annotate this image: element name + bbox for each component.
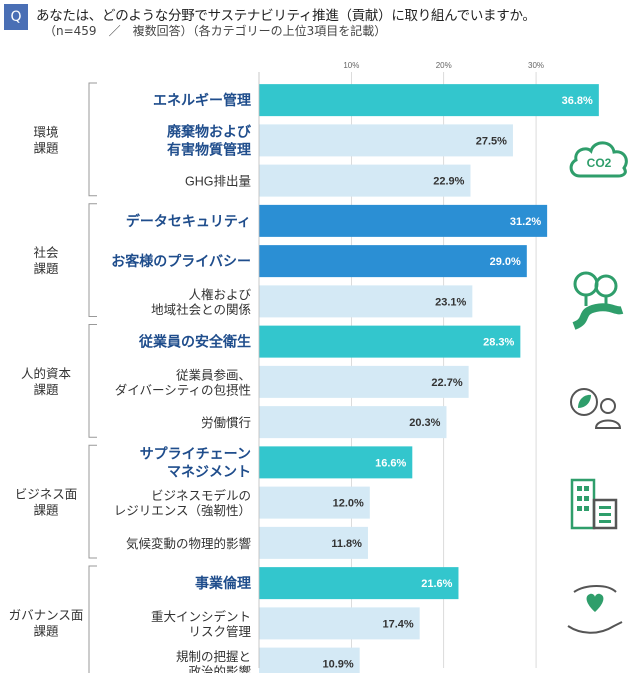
leaf-person-icon [570, 388, 622, 429]
group-bracket [88, 324, 97, 438]
bar-value-label: 16.6% [375, 457, 406, 469]
bar-value-label: 36.8% [562, 95, 593, 107]
bar [259, 647, 360, 673]
bar-value-label: 11.8% [331, 538, 362, 550]
bar-value-label: 17.4% [382, 618, 413, 630]
category-label: 事業倫理 [195, 575, 251, 591]
bar-value-label: 21.6% [421, 578, 452, 590]
category-label: 規制の把握と政治的影響 [176, 649, 251, 673]
group-bracket [88, 82, 97, 197]
bar [259, 607, 420, 640]
bar [259, 245, 527, 278]
category-label: 重大インシデントリスク管理 [151, 609, 252, 639]
category-label: GHG排出量 [185, 175, 251, 189]
bar [259, 446, 413, 479]
bar [259, 567, 459, 600]
bar-value-label: 22.9% [433, 176, 464, 188]
category-label: 気候変動の物理的影響 [126, 536, 251, 551]
category-label: 労働慣行 [201, 415, 251, 430]
group-bracket [88, 565, 97, 673]
bar [259, 204, 548, 237]
group-bracket [88, 444, 97, 559]
bar-value-label: 27.5% [476, 135, 507, 147]
group-label: 社会課題 [33, 245, 59, 276]
category-label: 従業員参画、ダイバーシティの包摂性 [115, 367, 251, 397]
bar-value-label: 22.7% [431, 377, 462, 389]
co2-cloud-icon: CO2 [569, 141, 628, 178]
group-label: ビジネス面課題 [15, 488, 78, 518]
bar [259, 486, 370, 519]
bar [259, 285, 473, 318]
category-label: データセキュリティ [126, 213, 251, 229]
bar [259, 526, 368, 559]
bar-value-label: 12.0% [333, 498, 364, 510]
bar-value-label: 31.2% [510, 216, 541, 228]
category-label: サプライチェーンマネジメント [140, 445, 251, 479]
bar [259, 84, 599, 117]
bar [259, 124, 513, 157]
bar-value-label: 29.0% [490, 256, 521, 268]
bar [259, 365, 469, 398]
category-label: 人権および地域社会との関係 [151, 287, 251, 317]
bar-value-label: 10.9% [322, 659, 353, 671]
category-label: 廃棄物および有害物質管理 [167, 123, 252, 157]
x-tick-label: 30% [528, 61, 544, 70]
question-title: あなたは、どのような分野でサステナビリティ推進（貢献）に取り組んでいますか。 [36, 8, 536, 24]
bar [259, 164, 471, 197]
x-tick-label: 10% [343, 61, 359, 70]
bar [259, 325, 521, 358]
trees-path-icon [572, 271, 624, 330]
category-label: 従業員の安全衛生 [138, 334, 251, 350]
bar-value-label: 28.3% [483, 337, 514, 349]
group-label: ガバナンス面課題 [9, 608, 84, 638]
bar-value-label: 23.1% [435, 296, 466, 308]
bar-value-label: 20.3% [409, 417, 440, 429]
category-label: ビジネスモデルのレジリエンス（強靭性） [114, 488, 251, 518]
category-label: エネルギー管理 [153, 92, 251, 108]
question-badge: Q [4, 4, 28, 30]
hand-heart-icon [567, 585, 623, 634]
building-icon [570, 478, 618, 530]
question-subtitle: （n=459 ／ 複数回答）（各カテゴリーの上位3項目を記載） [44, 24, 387, 38]
bar [259, 406, 447, 439]
group-label: 環境課題 [33, 124, 59, 155]
group-bracket [88, 203, 97, 317]
category-label: お客様のプライバシー [111, 253, 251, 269]
group-label: 人的資本課題 [21, 366, 72, 397]
x-tick-label: 20% [436, 61, 452, 70]
co2-text: CO2 [587, 156, 612, 170]
